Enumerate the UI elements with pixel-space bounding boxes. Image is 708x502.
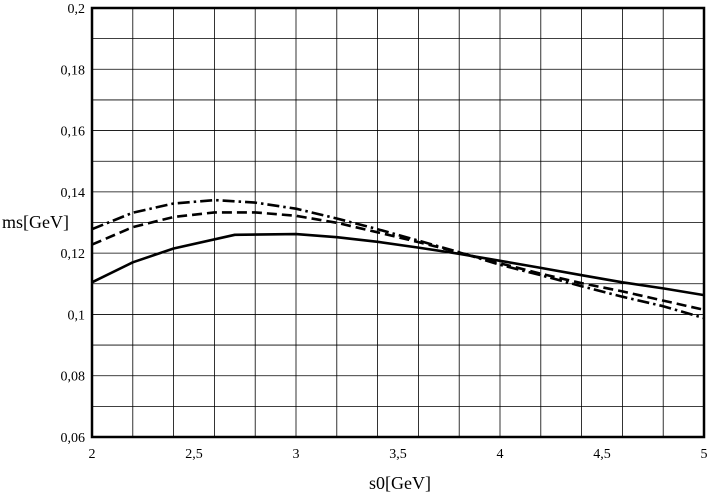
plot-frame — [90, 6, 706, 439]
x-tick-label: 5 — [701, 447, 708, 462]
series-group — [91, 198, 705, 320]
series-line-dashed — [91, 211, 705, 312]
x-tick-label: 4 — [497, 447, 504, 462]
y-tick-label: 0,18 — [61, 63, 86, 78]
x-axis-ticks: 2 2,5 3 3,5 4 4,5 5 — [89, 447, 708, 462]
y-axis-title: ms[GeV] — [2, 212, 69, 232]
x-axis-title: s0[GeV] — [369, 473, 431, 493]
series-line-solid — [91, 232, 705, 297]
x-tick-label: 4,5 — [593, 447, 611, 462]
x-tick-label: 2,5 — [185, 447, 203, 462]
y-tick-label: 0,08 — [61, 370, 86, 385]
y-tick-label: 0,2 — [68, 2, 86, 17]
x-tick-label: 2 — [89, 447, 96, 462]
x-tick-label: 3,5 — [389, 447, 407, 462]
y-axis-ticks: 0,06 0,08 0,1 0,12 0,14 0,16 0,18 0,2 — [61, 2, 86, 446]
y-tick-label: 0,14 — [61, 186, 86, 201]
y-tick-label: 0,1 — [68, 308, 86, 323]
grid — [92, 8, 704, 437]
x-tick-label: 3 — [293, 447, 300, 462]
y-tick-label: 0,16 — [61, 125, 86, 140]
series-line-dash-dot — [91, 198, 705, 320]
y-tick-label: 0,06 — [61, 431, 86, 446]
y-tick-label: 0,12 — [61, 247, 86, 262]
